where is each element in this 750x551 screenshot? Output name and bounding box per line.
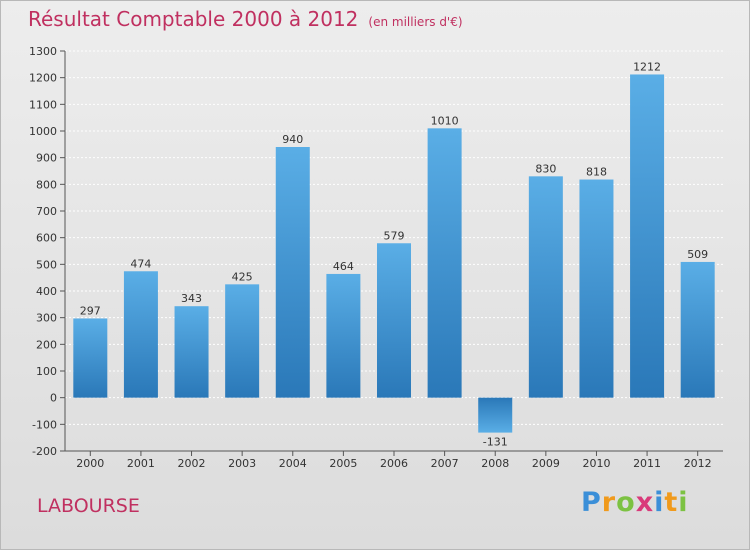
bar bbox=[630, 74, 665, 398]
y-tick-label: 600 bbox=[36, 232, 57, 245]
commune-name: LABOURSE bbox=[37, 495, 140, 517]
y-tick-label: 100 bbox=[36, 365, 57, 378]
y-tick-label: 0 bbox=[50, 392, 57, 405]
data-label: 425 bbox=[232, 270, 253, 283]
y-tick-labels: -200 -100 0 100 200 300 400 500 600 700 800 900 1000… bbox=[29, 45, 57, 458]
data-label: 343 bbox=[181, 292, 202, 305]
y-tick-label: 1100 bbox=[29, 98, 57, 111]
x-tick-label: 2001 bbox=[127, 457, 155, 470]
data-labels: 297 474 343 425 940 464 579 1010 -131 830 818 1212 5… bbox=[80, 60, 708, 448]
bar bbox=[225, 284, 260, 398]
logo-letter: r bbox=[601, 487, 617, 518]
y-tick-label: 1300 bbox=[29, 45, 57, 58]
y-tick-label: 500 bbox=[36, 258, 57, 271]
bar bbox=[427, 128, 462, 398]
y-tick-label: 400 bbox=[36, 285, 57, 298]
logo-letter: i bbox=[654, 487, 665, 518]
data-label: -131 bbox=[483, 436, 508, 449]
x-tick-label: 2008 bbox=[481, 457, 509, 470]
x-tick-label: 2006 bbox=[380, 457, 408, 470]
x-tick-label: 2009 bbox=[532, 457, 560, 470]
x-tick-label: 2002 bbox=[178, 457, 206, 470]
bar bbox=[123, 271, 158, 398]
logo-letter: P bbox=[581, 487, 602, 518]
data-label: 1212 bbox=[633, 60, 661, 73]
data-label: 509 bbox=[687, 248, 708, 261]
y-tick-label: 800 bbox=[36, 178, 57, 191]
y-tick-label: 1200 bbox=[29, 72, 57, 85]
x-tick-label: 2010 bbox=[582, 457, 610, 470]
axes bbox=[60, 50, 723, 456]
bar bbox=[326, 273, 361, 398]
bar bbox=[478, 397, 513, 433]
bar bbox=[528, 176, 563, 398]
title-block: Résultat Comptable 2000 à 2012 (en millie… bbox=[28, 7, 463, 31]
x-tick-label: 2007 bbox=[431, 457, 459, 470]
proxiti-logo: Proxiti bbox=[581, 487, 689, 518]
x-tick-label: 2011 bbox=[633, 457, 661, 470]
bar bbox=[174, 306, 209, 398]
chart-title: Résultat Comptable 2000 à 2012 bbox=[28, 7, 359, 31]
x-tick-label: 2005 bbox=[329, 457, 357, 470]
bar bbox=[579, 179, 614, 398]
x-tick-labels: 2000 2001 2002 2003 2004 2005 2006 2007 2008 2009… bbox=[76, 457, 711, 470]
data-label: 464 bbox=[333, 260, 354, 273]
logo-letter: t bbox=[664, 487, 679, 518]
y-tick-label: -200 bbox=[32, 445, 57, 458]
chart-subtitle: (en milliers d'€) bbox=[368, 15, 463, 29]
data-label: 940 bbox=[282, 133, 303, 146]
bar bbox=[680, 261, 715, 398]
data-label: 830 bbox=[535, 162, 556, 175]
data-label: 1010 bbox=[431, 114, 459, 127]
y-tick-label: 200 bbox=[36, 338, 57, 351]
x-tick-label: 2004 bbox=[279, 457, 307, 470]
logo-letter: o bbox=[616, 487, 636, 518]
data-label: 297 bbox=[80, 304, 101, 317]
y-tick-label: 1000 bbox=[29, 125, 57, 138]
bar bbox=[275, 147, 310, 398]
data-label: 474 bbox=[130, 257, 151, 270]
bar bbox=[377, 243, 411, 398]
y-tick-label: 300 bbox=[36, 312, 57, 325]
x-tick-label: 2012 bbox=[684, 457, 712, 470]
x-tick-label: 2003 bbox=[228, 457, 256, 470]
y-tick-label: 900 bbox=[36, 152, 57, 165]
y-tick-label: 700 bbox=[36, 205, 57, 218]
bar bbox=[73, 318, 108, 398]
data-label: 579 bbox=[384, 229, 405, 242]
data-label: 818 bbox=[586, 166, 607, 179]
x-tick-label: 2000 bbox=[76, 457, 104, 470]
y-tick-label: -100 bbox=[32, 418, 57, 431]
logo-letter: x bbox=[635, 487, 655, 518]
logo-letter: i bbox=[678, 487, 689, 518]
bars bbox=[73, 74, 715, 433]
